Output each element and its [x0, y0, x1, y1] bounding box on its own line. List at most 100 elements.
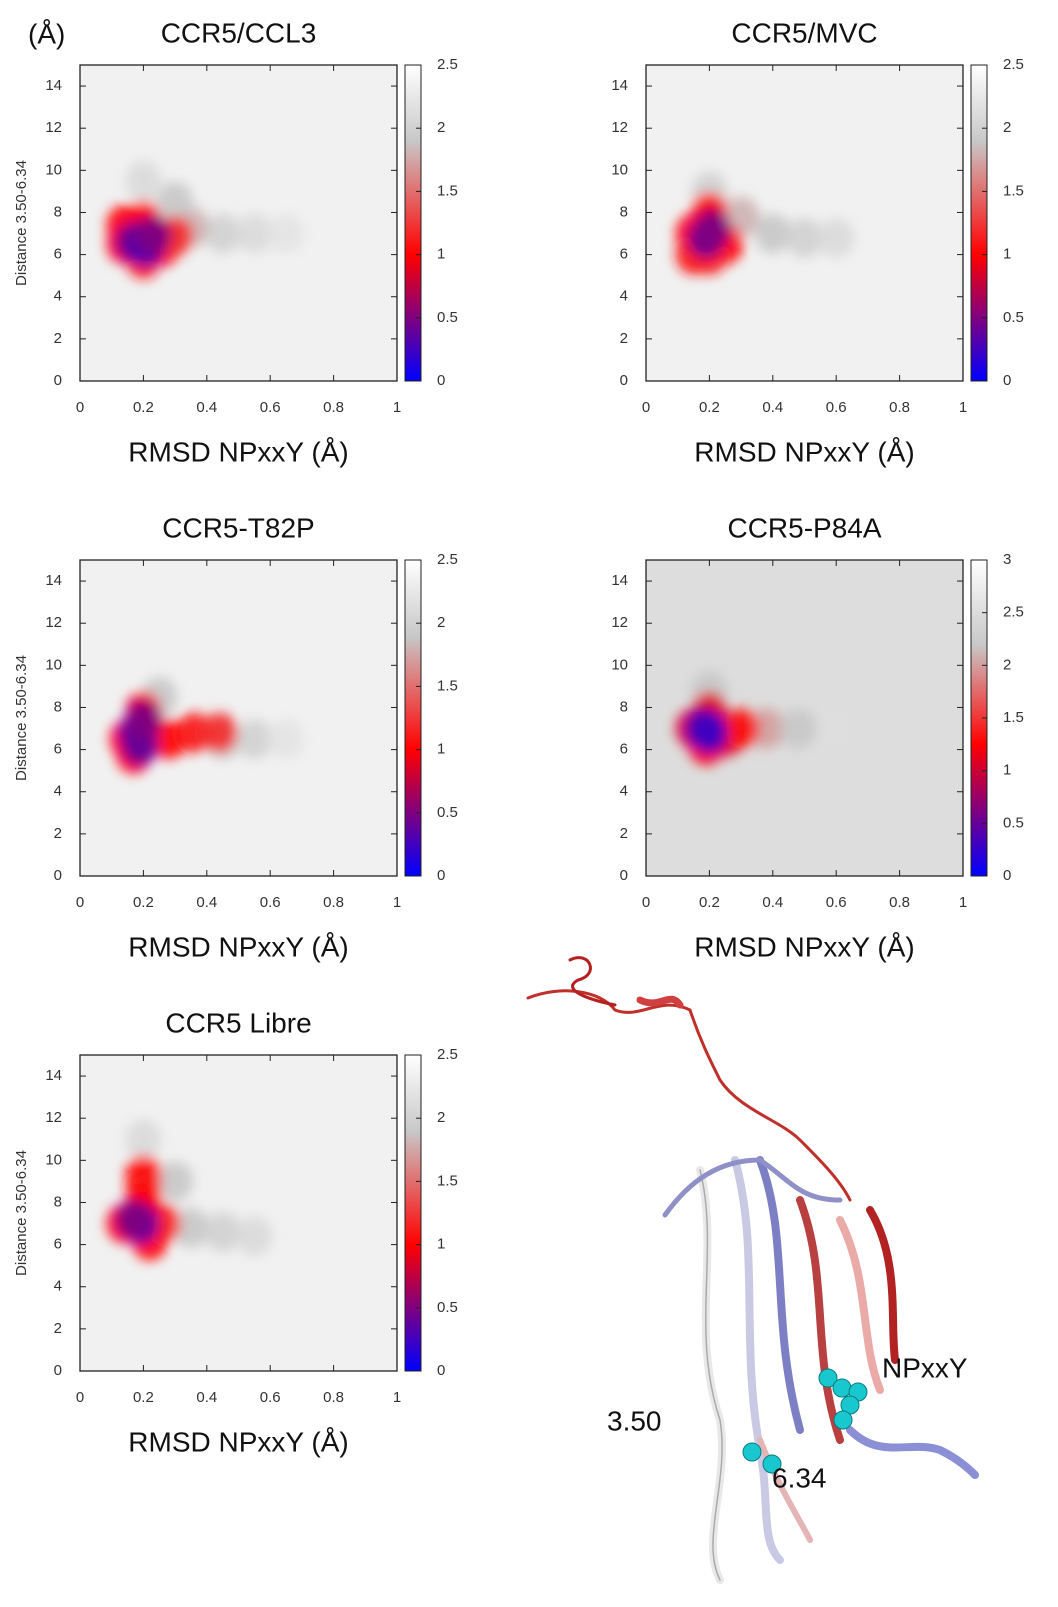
colorbar-tick-label: 0: [437, 372, 445, 389]
colorbar-tick-label: 2.5: [437, 1046, 458, 1063]
unit-annotation: (Å): [28, 18, 65, 49]
y-tick-label: 6: [620, 741, 628, 758]
colorbar-tick-label: 1.5: [1003, 182, 1024, 199]
y-tick-label: 4: [54, 783, 62, 800]
y-tick-label: 0: [620, 372, 628, 389]
y-tick-label: 0: [54, 1362, 62, 1379]
y-tick-label: 0: [54, 372, 62, 389]
density-point: [268, 719, 305, 760]
colorbar-tick-label: 2: [1003, 656, 1011, 673]
y-tick-label: 4: [54, 288, 62, 305]
density-point: [754, 213, 791, 254]
density-point: [268, 213, 305, 254]
colorbar-tick-label: 1.5: [1003, 709, 1024, 726]
density-layer: [675, 670, 855, 766]
x-axis-label: RMSD NPxxY (Å): [694, 436, 914, 467]
structure-label: 3.50: [607, 1405, 662, 1436]
x-tick-label: 1: [393, 399, 401, 416]
x-axis-label: RMSD NPxxY (Å): [128, 436, 348, 467]
x-axis-label: RMSD NPxxY (Å): [128, 1426, 348, 1457]
colorbar: [970, 64, 988, 382]
plot-frame: [645, 559, 964, 877]
density-layer: [106, 160, 305, 279]
colorbar-tick-label: 1: [437, 246, 445, 263]
y-tick-label: 2: [620, 825, 628, 842]
x-tick-label: 0.8: [323, 894, 344, 911]
density-layer: [109, 676, 305, 774]
x-tick-label: 0.6: [260, 399, 281, 416]
x-tick-label: 0.2: [699, 399, 720, 416]
colorbar-tick-label: 2.5: [437, 551, 458, 568]
plot-frame: [79, 559, 398, 877]
y-tick-label: 12: [45, 1109, 62, 1126]
protein-structure: [526, 956, 979, 1584]
x-tick-label: 0: [642, 894, 650, 911]
y-tick-label: 2: [54, 1320, 62, 1337]
y-tick-label: 8: [54, 1193, 62, 1210]
x-tick-label: 0.2: [133, 399, 154, 416]
y-tick-label: 8: [620, 203, 628, 220]
y-tick-label: 4: [620, 783, 628, 800]
y-axis-label: Distance 3.50-6.34: [13, 655, 30, 781]
y-tick-label: 6: [620, 246, 628, 263]
chart-title: CCR5 Libre: [165, 1007, 311, 1038]
density-point: [691, 712, 728, 753]
colorbar-tick-label: 2: [437, 1109, 445, 1126]
y-tick-label: 10: [45, 656, 62, 673]
y-tick-label: 10: [45, 1151, 62, 1168]
colorbar-tick-label: 3: [1003, 551, 1011, 568]
x-tick-label: 0.2: [133, 1389, 154, 1406]
y-tick-label: 12: [611, 614, 628, 631]
x-tick-label: 1: [393, 894, 401, 911]
y-tick-label: 8: [54, 203, 62, 220]
colorbar-tick-label: 1: [437, 1236, 445, 1253]
plot-frame: [79, 1054, 398, 1372]
y-tick-label: 14: [611, 572, 628, 589]
y-tick-label: 4: [54, 1278, 62, 1295]
y-tick-label: 10: [611, 161, 628, 178]
colorbar-tick-label: 0: [437, 1362, 445, 1379]
colorbar-tick-label: 0.5: [437, 804, 458, 821]
colorbar-tick-label: 0.5: [437, 309, 458, 326]
y-axis-label: Distance 3.50-6.34: [13, 160, 30, 286]
density-point: [236, 719, 273, 760]
density-point: [125, 700, 162, 741]
density-point: [157, 1161, 194, 1202]
y-tick-label: 14: [45, 1067, 62, 1084]
structure-label: 6.34: [772, 1462, 827, 1493]
x-tick-label: 0.4: [196, 894, 217, 911]
x-tick-label: 0.2: [133, 894, 154, 911]
density-layer: [675, 171, 855, 275]
density-point: [780, 708, 817, 749]
chart-title: CCR5-P84A: [727, 512, 881, 543]
y-tick-label: 12: [611, 119, 628, 136]
colorbar-tick-label: 0.5: [1003, 309, 1024, 326]
colorbar-tick-label: 1: [437, 741, 445, 758]
density-point: [723, 708, 760, 749]
colorbar-tick-label: 1: [1003, 246, 1011, 263]
colorbar-tick-label: 1.5: [437, 677, 458, 694]
colorbar: [404, 559, 422, 877]
density-point: [818, 217, 855, 258]
colorbar-tick-label: 2.5: [1003, 56, 1024, 73]
x-tick-label: 0: [76, 894, 84, 911]
density-point: [176, 712, 213, 753]
x-tick-label: 1: [959, 399, 967, 416]
y-axis-label: Distance 3.50-6.34: [13, 1150, 30, 1276]
x-tick-label: 0.8: [889, 399, 910, 416]
density-layer: [106, 1119, 273, 1261]
x-tick-label: 0.8: [323, 1389, 344, 1406]
y-tick-label: 0: [54, 867, 62, 884]
y-tick-label: 2: [54, 825, 62, 842]
colorbar-tick-label: 2: [1003, 119, 1011, 136]
chart-title: CCR5-T82P: [162, 512, 314, 543]
plot-frame: [645, 64, 964, 382]
y-tick-label: 14: [611, 77, 628, 94]
y-tick-label: 6: [54, 741, 62, 758]
density-point: [786, 217, 823, 258]
y-tick-label: 0: [620, 867, 628, 884]
x-tick-label: 0.6: [826, 399, 847, 416]
colorbar-tick-label: 1.5: [437, 182, 458, 199]
y-tick-label: 8: [54, 698, 62, 715]
x-tick-label: 0.4: [196, 1389, 217, 1406]
